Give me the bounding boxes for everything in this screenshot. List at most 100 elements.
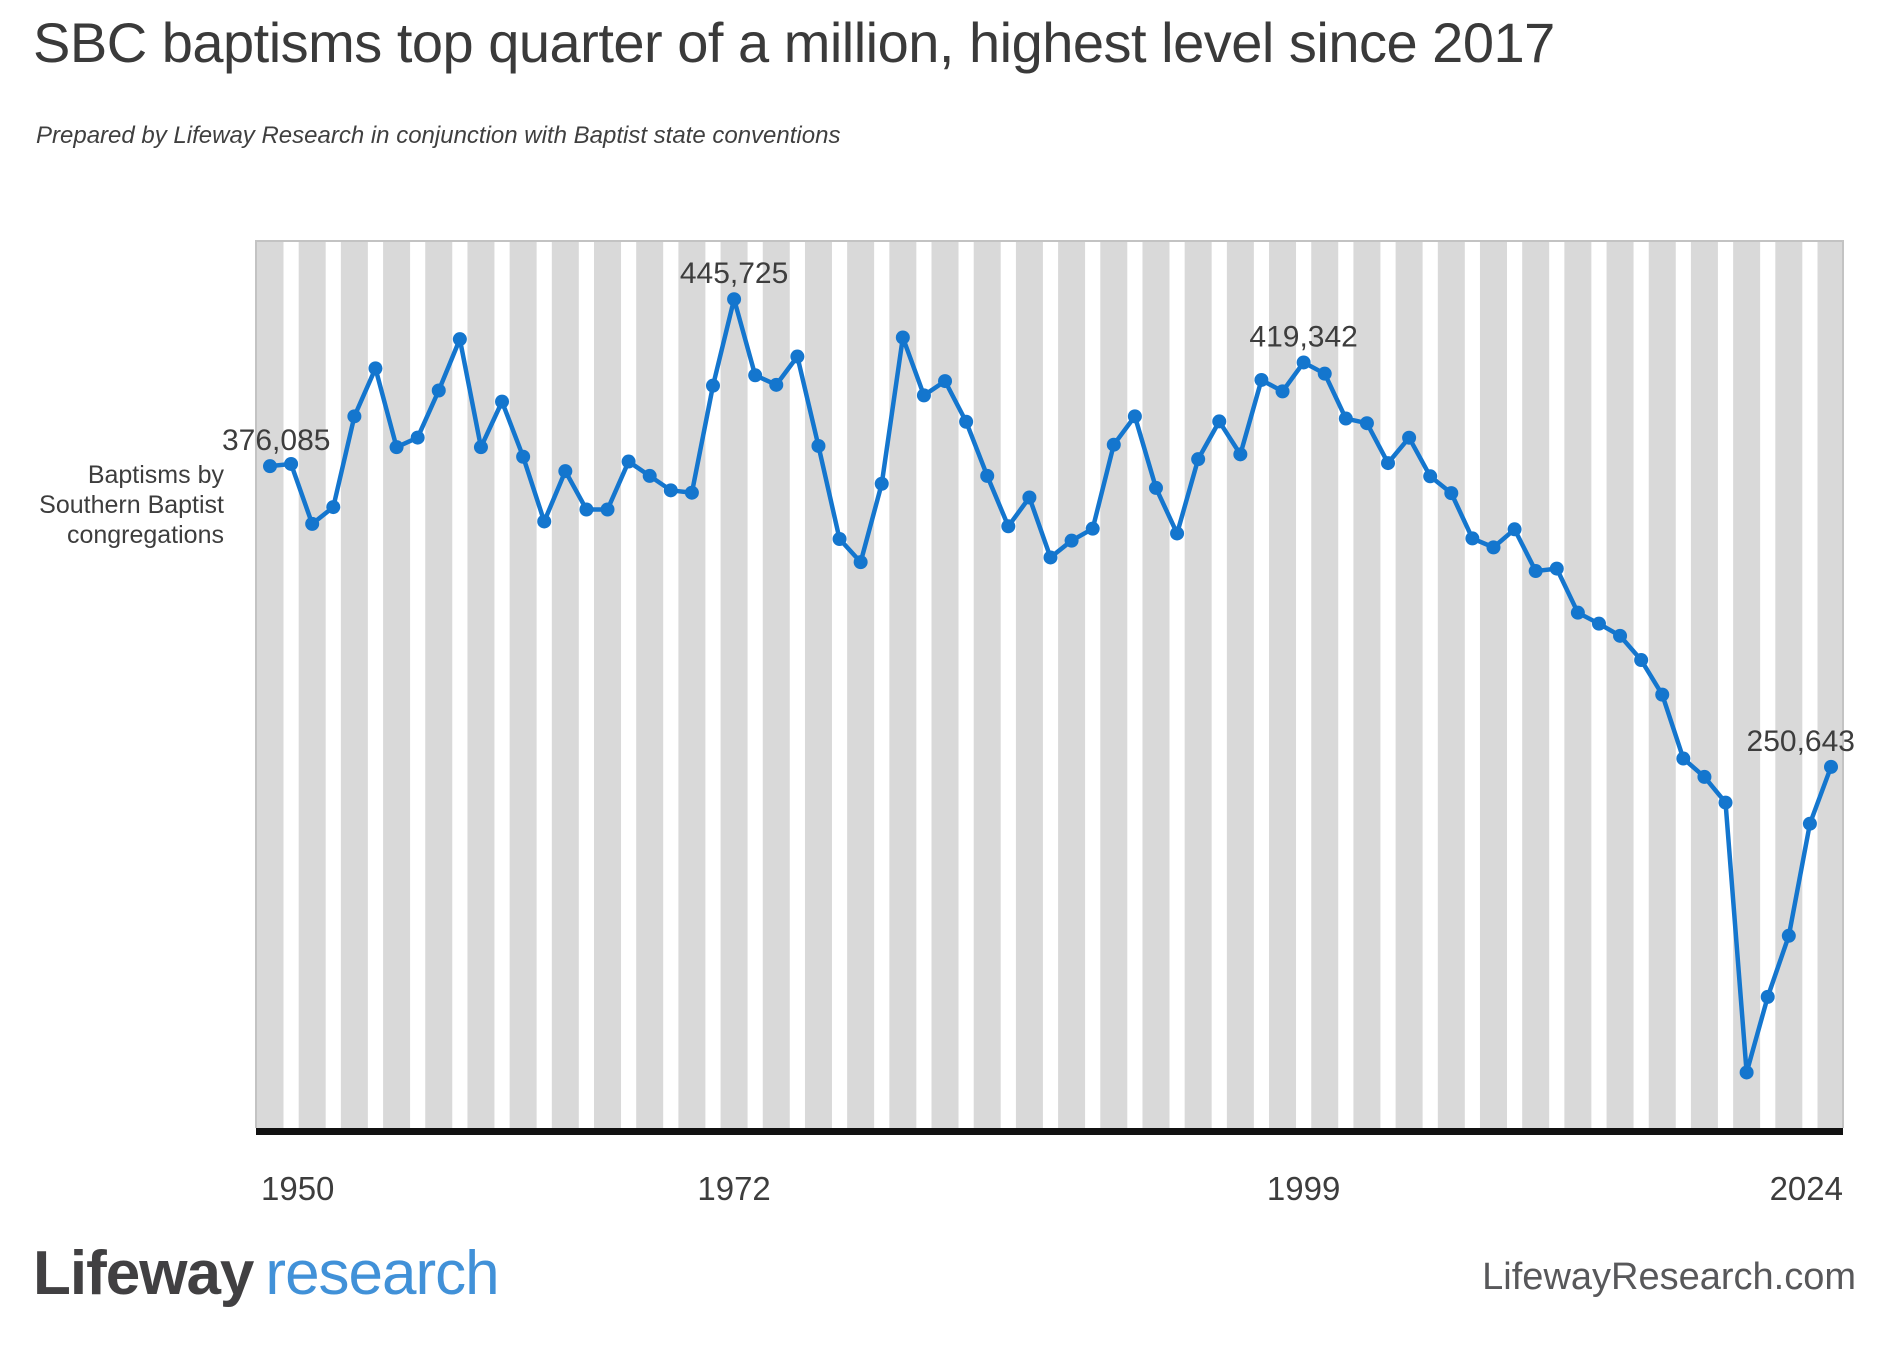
data-point: [1802, 816, 1817, 831]
data-point: [1676, 751, 1691, 766]
logo-wordmark-research: research: [265, 1239, 499, 1308]
data-point: [727, 292, 742, 307]
plot-border: [255, 240, 1844, 1128]
data-point: [1233, 447, 1248, 462]
data-point: [1423, 469, 1438, 484]
data-point: [1570, 605, 1585, 620]
data-point: [347, 409, 362, 424]
data-point: [1085, 521, 1100, 536]
data-point: [1275, 384, 1290, 399]
data-point: [495, 394, 510, 409]
data-point: [1001, 519, 1016, 534]
year-stripes: [256, 241, 1843, 1128]
data-point: [1781, 928, 1796, 943]
logo-wordmark-lifeway: Lifeway: [33, 1239, 254, 1308]
data-point: [1760, 989, 1775, 1004]
data-point: [600, 502, 615, 517]
data-point: [305, 516, 320, 531]
page-title: SBC baptisms top quarter of a million, h…: [33, 11, 1555, 74]
x-tick-label: 1999: [1267, 1170, 1340, 1207]
data-point: [1507, 522, 1522, 537]
data-point: [558, 464, 573, 479]
data-point: [410, 430, 425, 445]
data-point: [748, 368, 763, 383]
data-point: [1655, 687, 1670, 702]
x-axis-line: [256, 1128, 1843, 1135]
data-point: [1022, 490, 1037, 505]
data-point: [263, 459, 277, 474]
data-point: [1191, 452, 1206, 467]
data-point: [1212, 414, 1227, 429]
data-point: [326, 500, 341, 515]
data-point: [1359, 416, 1374, 431]
data-point: [452, 332, 467, 347]
data-point: [1338, 411, 1353, 426]
y-axis-label-line: congregations: [66, 521, 224, 549]
data-label: 419,342: [1249, 320, 1357, 353]
data-point: [516, 449, 531, 464]
data-point: [1381, 456, 1396, 471]
data-point: [1127, 409, 1142, 424]
data-point: [1444, 486, 1459, 501]
data-point: [473, 440, 488, 455]
data-point: [1486, 540, 1501, 555]
data-point: [769, 377, 784, 392]
data-point: [916, 388, 931, 403]
data-point: [959, 414, 974, 429]
data-point: [790, 349, 805, 364]
x-tick-label: 1972: [697, 1170, 770, 1207]
data-point: [938, 374, 953, 389]
data-point: [1043, 550, 1058, 565]
data-point: [811, 438, 826, 453]
data-point: [621, 454, 636, 469]
data-point: [368, 361, 383, 376]
page-subtitle: Prepared by Lifeway Research in conjunct…: [36, 122, 841, 149]
data-point: [1697, 769, 1712, 784]
data-point: [663, 483, 678, 498]
data-point: [1718, 795, 1733, 810]
data-point: [1296, 355, 1311, 370]
data-point: [874, 476, 889, 491]
data-point: [832, 532, 847, 547]
x-tick-label: 1950: [261, 1170, 334, 1207]
data-point: [1170, 526, 1185, 541]
data-points: [263, 292, 1838, 1080]
x-tick-label: 2024: [1770, 1170, 1843, 1207]
data-label: 250,643: [1747, 725, 1855, 758]
data-point: [1148, 480, 1163, 495]
data-point: [895, 330, 910, 345]
website-link: LifewayResearch.com: [1482, 1256, 1856, 1298]
data-point: [431, 383, 446, 398]
data-point: [853, 555, 868, 570]
data-point: [705, 378, 720, 393]
data-point: [1739, 1065, 1754, 1080]
data-point: [980, 468, 995, 483]
data-point: [579, 502, 594, 517]
data-point: [1465, 531, 1480, 546]
y-axis-label: Baptisms by Southern Baptist congregatio…: [0, 460, 224, 550]
data-point: [1317, 366, 1332, 381]
data-point: [284, 456, 299, 471]
data-point: [684, 485, 699, 500]
data-point: [537, 514, 552, 529]
data-point: [1106, 437, 1121, 452]
data-point: [1254, 372, 1269, 387]
data-point: [389, 440, 404, 455]
data-point: [1549, 561, 1564, 576]
data-point: [1064, 533, 1079, 548]
data-point: [1824, 759, 1838, 774]
y-axis-label-line: Baptisms by: [87, 461, 224, 489]
data-point: [1634, 653, 1649, 668]
data-point: [1591, 616, 1606, 631]
lifeway-research-logo: Lifeway research: [33, 1238, 500, 1309]
y-axis-label-line: Southern Baptist: [39, 491, 224, 519]
data-point: [1402, 430, 1417, 445]
data-label: 445,725: [680, 257, 788, 290]
data-point: [642, 468, 657, 483]
data-point: [1528, 564, 1543, 579]
data-label: 376,085: [222, 424, 330, 457]
data-point: [1613, 628, 1628, 643]
